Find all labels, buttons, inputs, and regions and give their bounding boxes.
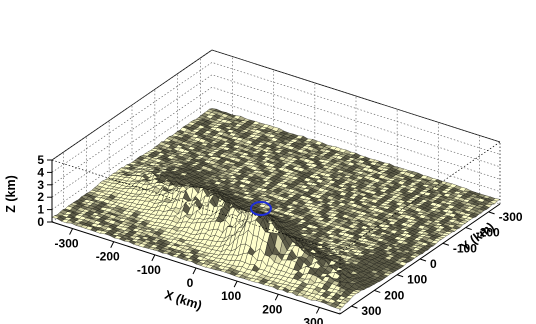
plot-frame bbox=[51, 141, 501, 314]
x-tick-label: 100 bbox=[221, 289, 241, 303]
x-axis: -300 -200 -100 0 100 200 300 bbox=[51, 221, 341, 324]
z-gridline bbox=[51, 49, 501, 161]
x-tick-label: 0 bbox=[187, 276, 194, 290]
y-tick-label: -100 bbox=[453, 241, 477, 255]
z-tick-label: 5 bbox=[37, 153, 44, 167]
z-tick-label: 1 bbox=[37, 203, 44, 217]
y-tick-label: 0 bbox=[430, 257, 437, 271]
x-tick bbox=[110, 241, 115, 248]
x-axis-title: X (km) bbox=[163, 288, 204, 313]
y-tick-label: 300 bbox=[361, 304, 381, 318]
z-axis-title: Z (km) bbox=[4, 175, 18, 213]
z-gridline bbox=[51, 86, 501, 198]
y-tick bbox=[442, 242, 450, 246]
y-tick bbox=[351, 305, 358, 309]
surface-mesh bbox=[51, 108, 501, 310]
z-gridline bbox=[51, 74, 501, 186]
x-tick bbox=[315, 307, 320, 314]
z-tick-label: 4 bbox=[37, 165, 44, 179]
y-tick-label: 100 bbox=[407, 273, 427, 287]
x-tick-label: -200 bbox=[96, 250, 120, 264]
x-tick-label: 300 bbox=[303, 315, 323, 324]
x-tick-label: 200 bbox=[262, 302, 282, 316]
location-marker bbox=[249, 201, 272, 217]
y-tick-label: -200 bbox=[476, 226, 500, 240]
y-tick bbox=[488, 211, 495, 215]
back-edge-top bbox=[211, 49, 501, 143]
y-tick bbox=[419, 258, 427, 262]
x-tick bbox=[233, 280, 238, 288]
marker-layer bbox=[249, 201, 272, 217]
x-tick bbox=[151, 254, 156, 262]
x-tick bbox=[274, 294, 279, 301]
z-gridline bbox=[51, 99, 501, 210]
z-tick-label: 3 bbox=[37, 178, 44, 192]
surface-cell bbox=[492, 198, 501, 202]
x-tick-label: -300 bbox=[55, 237, 79, 251]
x-tick bbox=[69, 228, 74, 235]
x-tick bbox=[192, 267, 197, 275]
y-tick bbox=[465, 227, 472, 231]
z-tick-label: 0 bbox=[37, 215, 44, 229]
y-tick-label: -300 bbox=[499, 210, 523, 224]
y-tick-label: 200 bbox=[384, 288, 404, 302]
box-edge bbox=[339, 141, 501, 253]
x-tick-label: -100 bbox=[137, 263, 161, 277]
z-gridline bbox=[51, 62, 501, 173]
y-tick bbox=[396, 274, 404, 278]
y-tick bbox=[374, 289, 381, 293]
z-tick-label: 2 bbox=[37, 190, 44, 204]
box-edge bbox=[51, 159, 341, 253]
